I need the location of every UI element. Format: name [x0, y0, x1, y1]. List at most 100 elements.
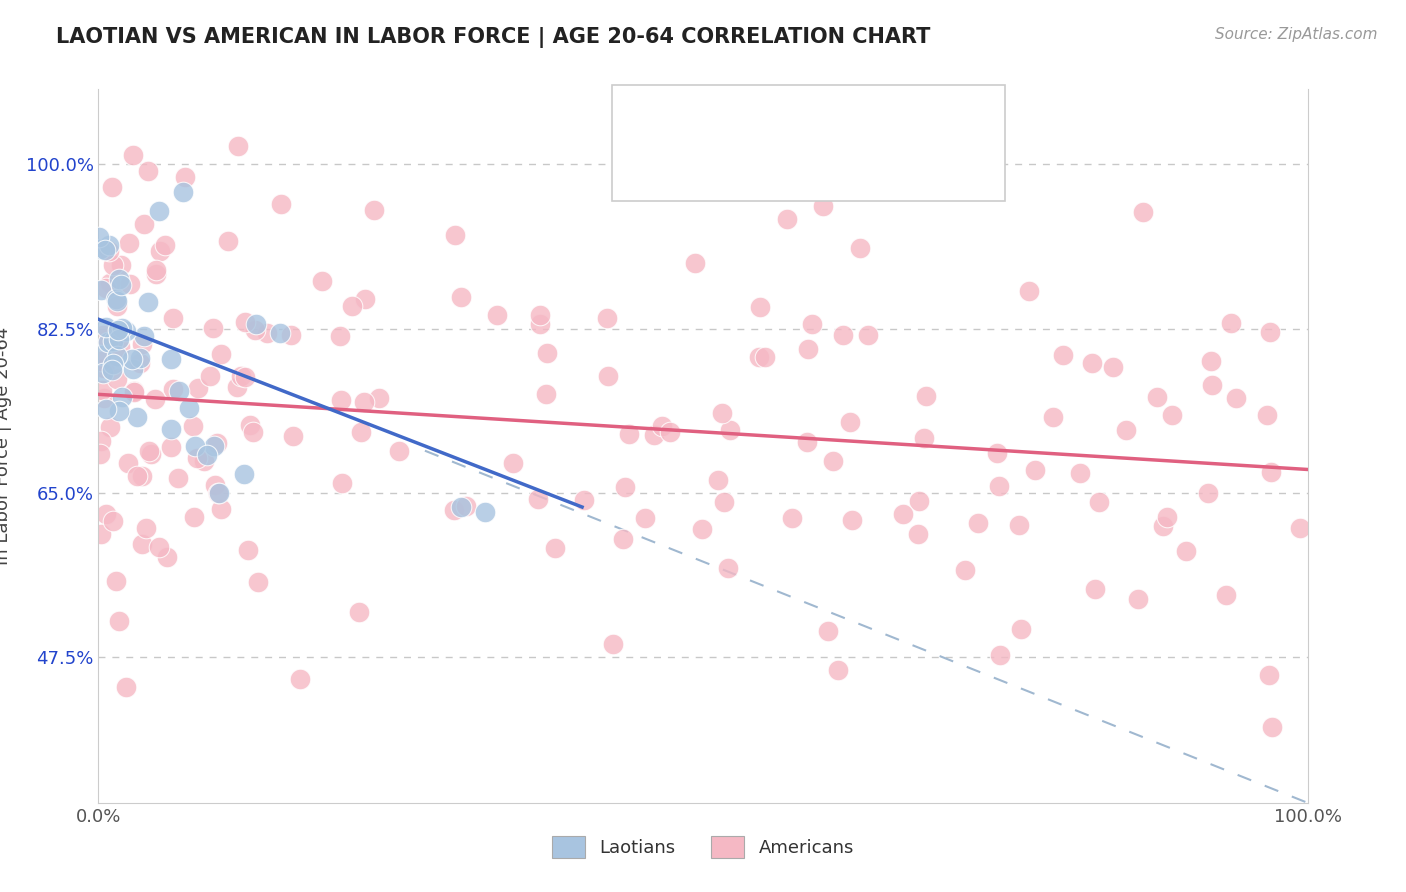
Text: R =: R =	[688, 157, 730, 176]
Point	[169, 384, 191, 399]
Point	[443, 502, 465, 516]
Point	[710, 406, 733, 420]
Point	[849, 241, 872, 255]
Point	[108, 340, 131, 354]
Point	[534, 387, 557, 401]
Point	[347, 605, 370, 619]
Point	[839, 416, 862, 430]
Point	[204, 477, 226, 491]
Point	[444, 227, 467, 242]
Point	[651, 419, 673, 434]
Point	[115, 324, 138, 338]
Point	[115, 680, 138, 694]
Point	[242, 425, 264, 439]
Point	[225, 379, 247, 393]
Point	[217, 234, 239, 248]
Point	[1115, 423, 1137, 437]
Point	[202, 321, 225, 335]
Point	[136, 295, 159, 310]
Point	[634, 511, 657, 525]
Point	[186, 450, 208, 465]
Y-axis label: In Labor Force | Age 20-64: In Labor Force | Age 20-64	[0, 326, 11, 566]
Bar	[637, 101, 673, 135]
Point	[1260, 465, 1282, 479]
Point	[89, 242, 111, 256]
Point	[643, 428, 665, 442]
Point	[796, 434, 818, 449]
Point	[111, 390, 134, 404]
Point	[1215, 588, 1237, 602]
Point	[174, 169, 197, 184]
Point	[717, 561, 740, 575]
Point	[953, 563, 976, 577]
Point	[1052, 348, 1074, 362]
Point	[162, 310, 184, 325]
Point	[754, 350, 776, 364]
Point	[97, 238, 120, 252]
Point	[856, 327, 879, 342]
Point	[181, 419, 204, 434]
Point	[246, 574, 269, 589]
Point	[138, 443, 160, 458]
Point	[602, 637, 624, 651]
Point	[205, 435, 228, 450]
Point	[270, 196, 292, 211]
Point	[269, 326, 291, 341]
Point	[827, 663, 849, 677]
Bar	[637, 150, 673, 184]
Point	[135, 521, 157, 535]
Point	[202, 439, 225, 453]
Point	[121, 351, 143, 366]
Point	[160, 352, 183, 367]
Point	[256, 326, 278, 341]
Point	[1024, 463, 1046, 477]
Point	[90, 527, 112, 541]
Point	[93, 391, 115, 405]
Point	[1225, 392, 1247, 406]
Point	[143, 392, 166, 407]
Point	[103, 258, 125, 272]
Point	[155, 238, 177, 252]
Point	[450, 290, 472, 304]
Point	[177, 401, 200, 415]
Point	[450, 500, 472, 514]
Point	[105, 574, 128, 588]
Point	[101, 334, 124, 348]
Point	[683, 256, 706, 270]
Point	[93, 360, 115, 375]
Point	[1069, 466, 1091, 480]
Point	[817, 624, 839, 638]
Point	[98, 276, 121, 290]
Point	[612, 532, 634, 546]
Point	[162, 382, 184, 396]
Point	[232, 467, 254, 482]
Point	[118, 236, 141, 251]
Point	[311, 274, 333, 288]
Point	[243, 323, 266, 337]
Point	[91, 366, 114, 380]
Point	[1152, 518, 1174, 533]
Point	[94, 402, 117, 417]
Point	[91, 384, 114, 398]
Point	[121, 362, 143, 376]
Point	[134, 329, 156, 343]
Point	[1008, 518, 1031, 533]
Point	[110, 278, 132, 293]
Point	[129, 351, 152, 365]
Point	[1010, 622, 1032, 636]
Point	[1146, 390, 1168, 404]
Point	[1042, 410, 1064, 425]
Point	[108, 332, 131, 346]
Point	[90, 283, 112, 297]
Point	[148, 204, 170, 219]
Point	[987, 479, 1010, 493]
Point	[229, 369, 252, 384]
Point	[907, 493, 929, 508]
Point	[193, 454, 215, 468]
Point	[617, 426, 640, 441]
Point	[1175, 544, 1198, 558]
Point	[572, 493, 595, 508]
Point	[893, 507, 915, 521]
Point	[187, 381, 209, 395]
Point	[108, 404, 131, 418]
